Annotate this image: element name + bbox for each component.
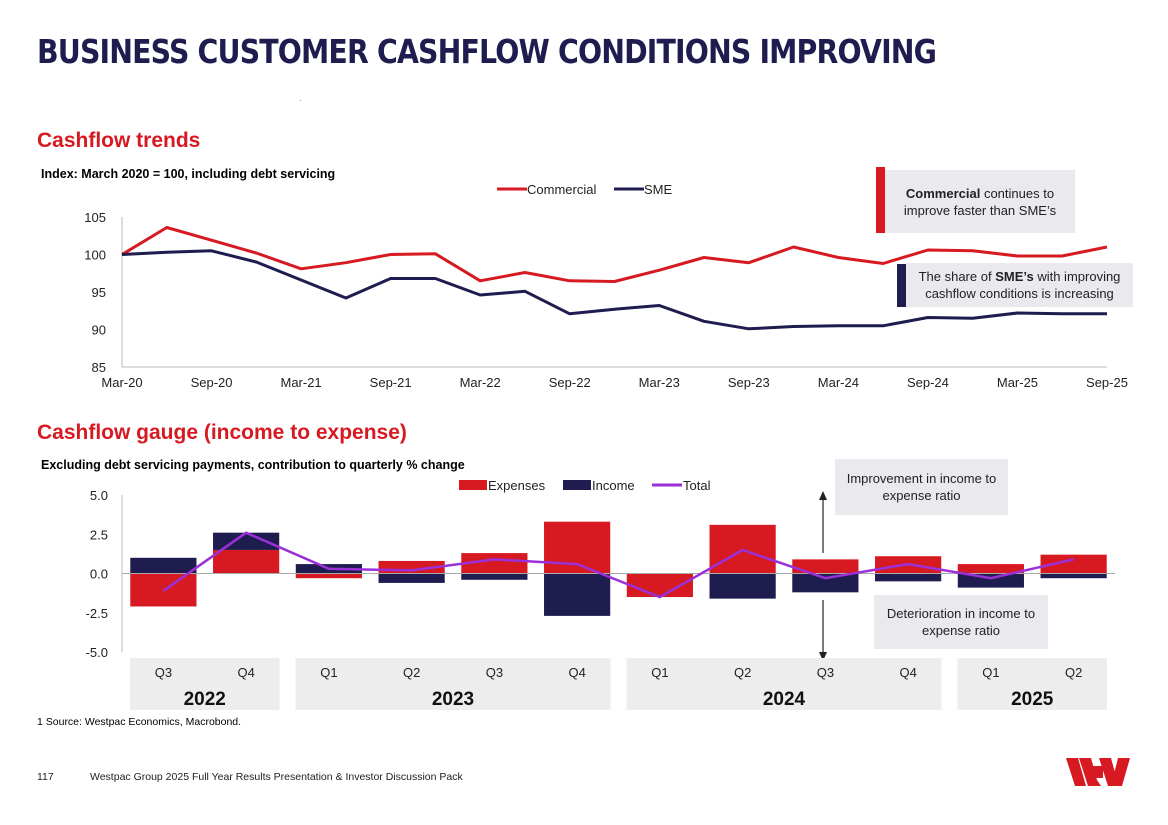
line-chart-cashflow-trends: 85 90 95 100 105 Mar-20 Sep-20 Mar-21 Sep-21 Mar-… [84,182,1128,390]
bar-income [213,532,280,550]
callout-sme-bold: SME’s [995,269,1034,284]
bar-chart-cashflow-gauge: 5.0 2.5 0.0 -2.5 -5.0 Expenses Income Total 2022… [86,478,1115,710]
arrow-down-icon [819,652,827,661]
footer-text: Westpac Group 2025 Full Year Results Pre… [90,771,463,783]
callout-sme-text: with improving cashflow conditions is in… [925,269,1121,301]
bar-income [957,573,1024,588]
bar-income [1040,573,1107,579]
y-tick-label: 105 [84,210,106,225]
bar-expenses [544,521,611,574]
bar-income [792,573,859,593]
section-heading-gauge: Cashflow gauge (income to expense) [37,421,407,444]
quarter-label: Q2 [403,665,420,680]
legend-label-total: Total [683,478,711,493]
section-heading-trends: Cashflow trends [37,129,201,152]
callout-deterioration-text: Deterioration in income to expense ratio [886,606,1036,638]
quarter-label: Q1 [982,665,999,680]
callout-sme-pre: The share of [918,269,996,284]
x-tick-label: Sep-23 [728,375,770,390]
year-label-2022: 2022 [184,689,226,710]
legend-swatch-expenses [459,480,487,490]
x-tick-label: Sep-25 [1086,375,1128,390]
year-label-2025: 2025 [1011,689,1054,710]
callout-commercial-text: continues to improve faster than SME’s [903,185,1057,218]
y-tick-label: 2.5 [90,527,108,542]
x-tick-label: Mar-25 [997,375,1038,390]
x-tick-label: Mar-22 [460,375,501,390]
quarter-label: Q1 [651,665,668,680]
x-tick-label: Sep-22 [549,375,591,390]
bar-income [130,557,197,574]
callout-commercial-accent [876,167,885,233]
quarter-label: Q3 [486,665,503,680]
bar-expenses [461,553,528,574]
bar-expenses [957,564,1024,574]
x-tick-label: Mar-24 [818,375,859,390]
y-tick-label: 90 [92,323,106,338]
quarter-label: Q2 [734,665,751,680]
x-tick-label: Mar-23 [639,375,680,390]
bar-income [875,573,942,582]
callout-deterioration: Deterioration in income to expense ratio [874,595,1048,649]
footer-page-number: 117 [37,771,54,783]
year-label-2024: 2024 [763,689,806,710]
legend-label-income: Income [592,478,635,493]
arrow-up-icon [819,491,827,500]
x-tick-label: Mar-20 [101,375,142,390]
bar-expenses [295,573,362,579]
gauge-subtitle: Excluding debt servicing payments, contr… [41,458,465,472]
quarter-label: Q3 [817,665,834,680]
x-tick-label: Mar-21 [280,375,321,390]
y-tick-label: 85 [92,360,106,375]
legend-swatch-income [563,480,591,490]
bar-income [544,573,611,616]
y-tick-label: 95 [92,285,106,300]
bar-income [461,573,528,580]
legend-label-sme: SME [644,182,673,197]
year-band-2022 [130,658,280,710]
y-tick-label: -5.0 [86,645,108,660]
y-tick-label: 0.0 [90,567,108,582]
callout-sme: The share of SME’s with improving cashfl… [906,263,1133,307]
y-tick-label: -2.5 [86,606,108,621]
quarter-label: Q3 [155,665,172,680]
year-band-2025 [957,658,1107,710]
year-label-2023: 2023 [432,689,474,710]
page-title: BUSINESS CUSTOMER CASHFLOW CONDITIONS IM… [37,32,937,71]
quarter-label: Q4 [237,665,254,680]
bar-expenses [213,549,280,574]
bar-expenses [1040,554,1107,574]
westpac-logo-icon [1066,758,1130,786]
y-tick-label: 5.0 [90,488,108,503]
x-tick-label: Sep-21 [370,375,412,390]
year-band-2024 [626,658,942,710]
quarter-label: Q1 [320,665,337,680]
bar-income [378,573,445,583]
quarter-label: Q2 [1065,665,1082,680]
callout-improvement-text: Improvement in income to expense ratio [846,471,997,503]
legend-label-commercial: Commercial [527,182,596,197]
y-tick-label: 100 [84,248,106,263]
source-note: 1 Source: Westpac Economics, Macrobond. [37,716,242,728]
legend-label-expenses: Expenses [488,478,546,493]
callout-improvement: Improvement in income to expense ratio [835,459,1008,515]
callout-commercial: Commercial continues to improve faster t… [885,170,1075,233]
bar-income [709,573,776,599]
trends-subtitle: Index: March 2020 = 100, including debt … [41,167,336,181]
year-band-2023 [295,658,611,710]
x-tick-label: Sep-24 [907,375,949,390]
series-line-total [162,531,1074,599]
series-line-sme [121,249,1107,331]
bar-expenses [792,559,859,574]
quarter-label: Q4 [568,665,585,680]
dot-mark [300,100,301,101]
x-tick-label: Sep-20 [191,375,233,390]
quarter-label: Q4 [899,665,916,680]
callout-sme-accent [897,264,906,307]
callout-commercial-bold: Commercial [905,185,981,201]
